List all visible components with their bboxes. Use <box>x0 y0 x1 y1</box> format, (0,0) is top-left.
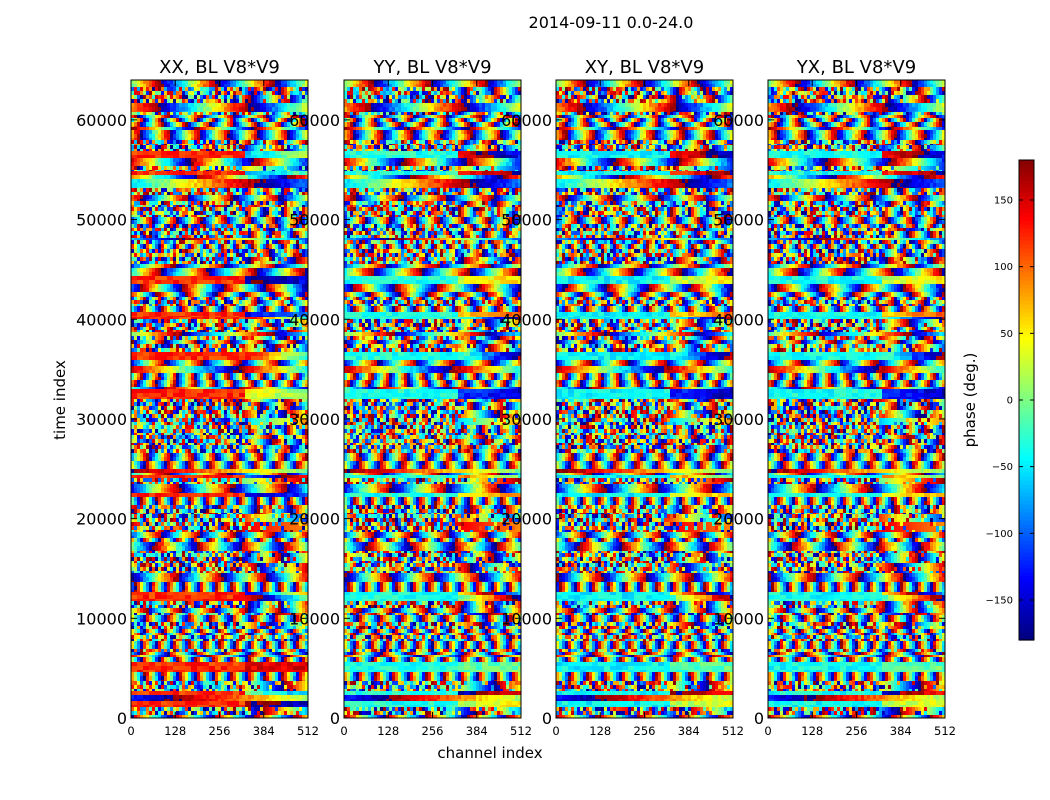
y-tick-label: 0 <box>542 709 552 728</box>
x-tick-label: 256 <box>846 724 868 738</box>
y-tick-label: 40000 <box>501 310 552 329</box>
colorbar: −150 −100 −50 0 50 100 150 <box>986 159 1035 641</box>
x-tick-label: 128 <box>377 724 399 738</box>
panel-2: XY, BL V8*V9 0 10000 20000 30000 40000 50000 60… <box>501 57 744 738</box>
y-tick-label: 40000 <box>76 310 127 329</box>
y-tick-label: 20000 <box>501 510 552 529</box>
y-tick-label: 30000 <box>501 410 552 429</box>
panel-3: YX, BL V8*V9 0 10000 20000 30000 40000 50000 60… <box>713 57 956 738</box>
y-tick-label: 30000 <box>76 410 127 429</box>
y-tick-label: 60000 <box>289 111 340 130</box>
y-tick-label: 30000 <box>713 410 764 429</box>
colorbar-label: phase (deg.) <box>961 353 979 448</box>
y-axis-label: time index <box>51 360 69 440</box>
x-tick-label: 128 <box>589 724 611 738</box>
x-tick-label: 384 <box>253 724 275 738</box>
colorbar-tick-label: −150 <box>986 596 1013 607</box>
colorbar-tick-label: 0 <box>1007 396 1013 407</box>
y-tick-label: 0 <box>754 709 764 728</box>
y-tick-label: 10000 <box>501 609 552 628</box>
x-tick-label: 512 <box>510 724 532 738</box>
phase-heatmap-2 <box>556 80 733 718</box>
x-tick-label: 0 <box>127 724 134 738</box>
x-tick-label: 256 <box>422 724 444 738</box>
x-tick-label: 128 <box>801 724 823 738</box>
colorbar-tick-label: 150 <box>994 196 1013 207</box>
y-tick-label: 20000 <box>289 510 340 529</box>
x-tick-label: 384 <box>466 724 488 738</box>
y-tick-label: 40000 <box>713 310 764 329</box>
panels: XX, BL V8*V9 0 10000 20000 30000 40000 50000 60… <box>76 57 956 738</box>
y-tick-label: 10000 <box>289 609 340 628</box>
y-tick-label: 50000 <box>713 211 764 230</box>
x-tick-label: 512 <box>934 724 956 738</box>
x-tick-label: 256 <box>634 724 656 738</box>
x-tick-label: 384 <box>890 724 912 738</box>
y-tick-label: 40000 <box>289 310 340 329</box>
colorbar-tick-label: −100 <box>986 529 1013 540</box>
panel-title: YX, BL V8*V9 <box>796 57 916 78</box>
y-tick-label: 10000 <box>713 609 764 628</box>
panel-0: XX, BL V8*V9 0 10000 20000 30000 40000 50000 60… <box>76 57 319 738</box>
y-tick-label: 0 <box>330 709 340 728</box>
phase-heatmap-3 <box>768 80 945 718</box>
x-tick-label: 512 <box>297 724 319 738</box>
x-tick-label: 0 <box>764 724 771 738</box>
panel-title: YY, BL V8*V9 <box>372 57 491 78</box>
y-tick-label: 50000 <box>501 211 552 230</box>
y-tick-label: 10000 <box>76 609 127 628</box>
y-tick-label: 0 <box>117 709 127 728</box>
y-tick-label: 50000 <box>76 211 127 230</box>
figure-title: 2014-09-11 0.0-24.0 <box>529 13 694 32</box>
panel-title: XY, BL V8*V9 <box>585 57 704 78</box>
y-tick-label: 30000 <box>289 410 340 429</box>
y-tick-label: 60000 <box>501 111 552 130</box>
x-tick-label: 256 <box>209 724 231 738</box>
colorbar-tick-label: 100 <box>994 262 1013 273</box>
colorbar-tick-label: 50 <box>1000 329 1013 340</box>
x-tick-label: 128 <box>164 724 186 738</box>
panel-title: XX, BL V8*V9 <box>159 57 280 78</box>
colorbar-tick-label: −50 <box>992 462 1013 473</box>
y-tick-label: 60000 <box>713 111 764 130</box>
y-tick-label: 20000 <box>76 510 127 529</box>
x-tick-label: 512 <box>722 724 744 738</box>
phase-heatmap-0 <box>131 80 308 718</box>
y-tick-label: 50000 <box>289 211 340 230</box>
y-tick-label: 20000 <box>713 510 764 529</box>
y-tick-label: 60000 <box>76 111 127 130</box>
panel-1: YY, BL V8*V9 0 10000 20000 30000 40000 50000 60… <box>289 57 532 738</box>
phase-heatmap-1 <box>344 80 521 718</box>
x-tick-label: 0 <box>552 724 559 738</box>
x-tick-label: 384 <box>678 724 700 738</box>
x-tick-label: 0 <box>340 724 347 738</box>
x-axis-label: channel index <box>437 744 542 762</box>
